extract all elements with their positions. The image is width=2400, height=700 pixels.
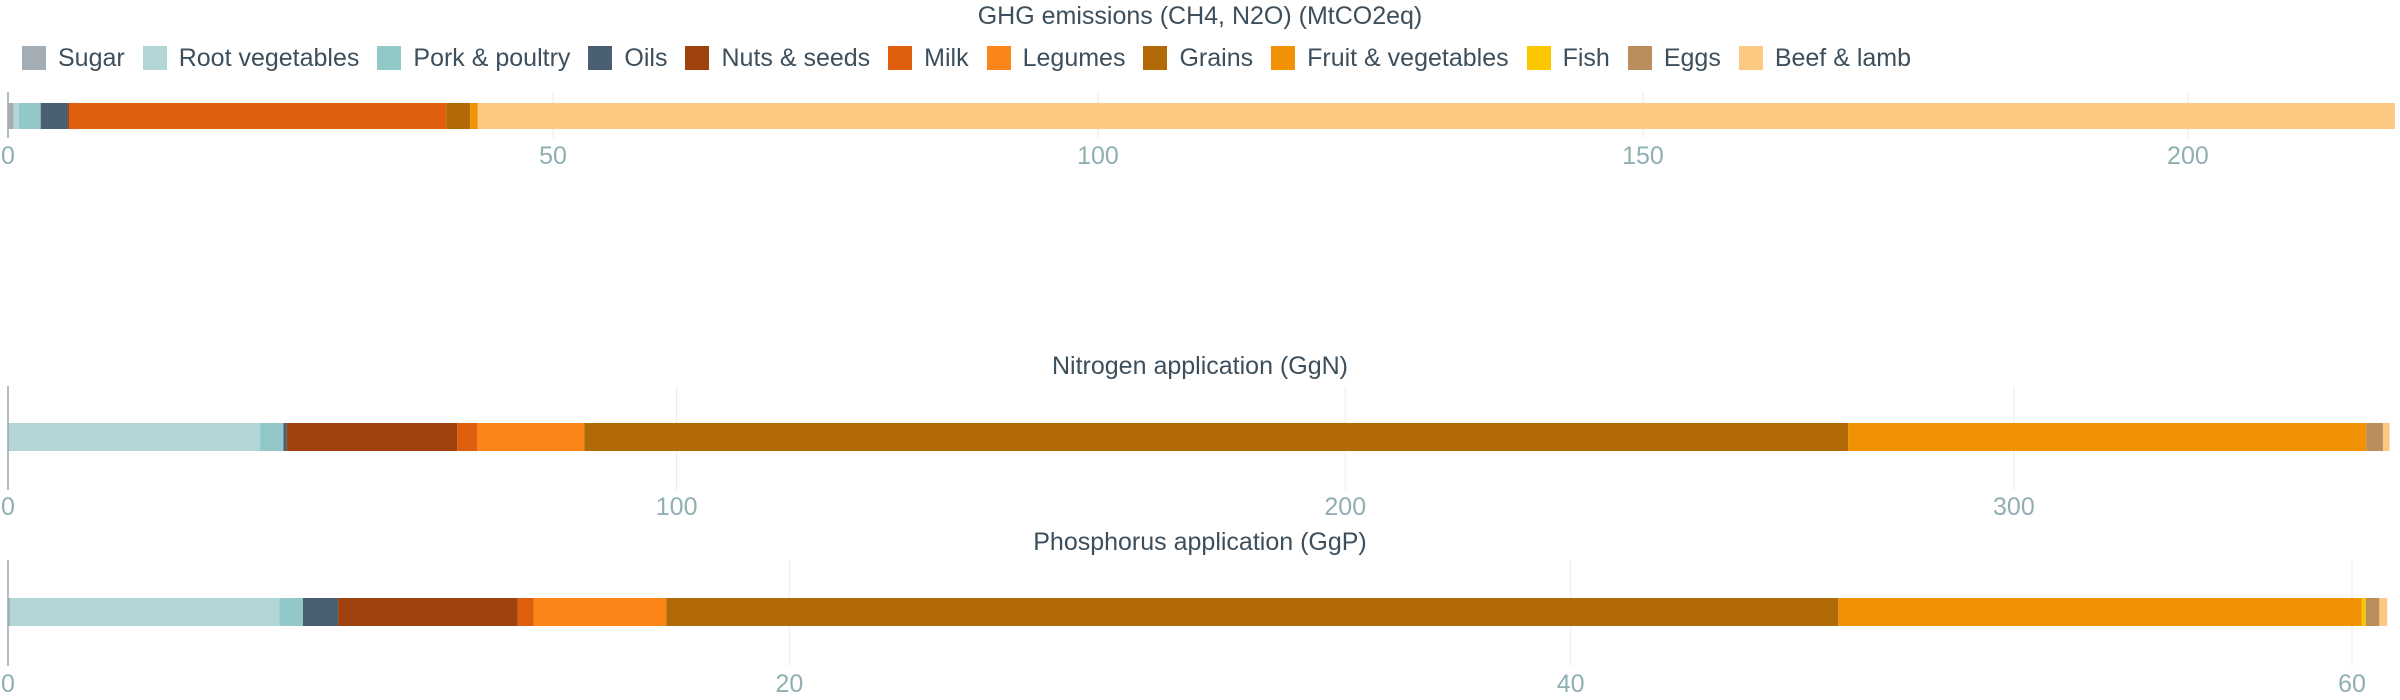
bar-segment xyxy=(666,598,1839,626)
chart-panel: Phosphorus application (GgP) 0 20 40 60 xyxy=(1,528,2388,698)
legend-item[interactable]: Legumes xyxy=(986,43,1126,73)
bar-segment xyxy=(283,423,287,451)
legend-label: Legumes xyxy=(1022,43,1126,72)
bar-segment xyxy=(8,423,10,451)
tick-label: 0 xyxy=(1,670,15,698)
bar-segment xyxy=(338,598,518,626)
legend-label: Grains xyxy=(1179,43,1254,72)
tick-label: 100 xyxy=(656,493,698,521)
chart-legend: Sugar Root vegetables Pork & poultry Oils Nu… xyxy=(22,40,1929,76)
legend-item[interactable]: Root vegetables xyxy=(142,43,360,73)
bar-segment xyxy=(9,423,261,451)
tick-label: 200 xyxy=(1324,493,1366,521)
legend-item[interactable]: Sugar xyxy=(22,44,125,73)
tick-label: 60 xyxy=(2338,670,2366,698)
tick-label: 300 xyxy=(1993,493,2035,521)
legend-item[interactable]: Fish xyxy=(1526,43,1610,73)
legend-item[interactable]: Eggs xyxy=(1627,43,1721,73)
chart-panel: GHG emissions (CH4, N2O) (MtCO2eq) 0 50 100… xyxy=(1,2,2396,170)
chart-title: Phosphorus application (GgP) xyxy=(1033,528,1367,556)
legend-swatch xyxy=(986,46,1011,70)
chart-title: GHG emissions (CH4, N2O) (MtCO2eq) xyxy=(978,2,1423,30)
legend-label: Fish xyxy=(1562,43,1610,72)
bar-segment xyxy=(2366,423,2383,451)
bar-segment xyxy=(286,423,458,451)
tick-label: 100 xyxy=(1077,142,1119,170)
legend-swatch xyxy=(1738,46,1763,70)
legend-item[interactable]: Fruit & vegetables xyxy=(1271,44,1509,73)
bar-segment xyxy=(477,103,2396,129)
chart-title: Nitrogen application (GgN) xyxy=(1052,352,1348,380)
legend-label: Eggs xyxy=(1663,43,1721,72)
bar-segment xyxy=(533,598,667,626)
bar-segment xyxy=(2361,598,2366,626)
tick-label: 0 xyxy=(1,493,15,521)
bar-segment xyxy=(457,423,478,451)
legend-item[interactable]: Oils xyxy=(588,44,667,73)
legend-swatch xyxy=(1627,46,1652,70)
bar-segment xyxy=(2365,598,2380,626)
tick-label: 20 xyxy=(775,670,803,698)
tick-label: 0 xyxy=(1,142,15,170)
bar-segment xyxy=(584,423,1849,451)
bar-segment xyxy=(1848,423,2367,451)
legend-item[interactable]: Beef & lamb xyxy=(1738,43,1912,73)
bar-segment xyxy=(1838,598,2362,626)
chart-panel: Nitrogen application (GgN) 0 100 200 300 xyxy=(1,352,2390,521)
legend-label: Milk xyxy=(924,43,969,72)
bar-segment xyxy=(470,103,478,129)
legend-swatch xyxy=(1271,46,1296,70)
bar-segment xyxy=(279,598,303,626)
legend-swatch xyxy=(142,46,167,70)
legend-label: Root vegetables xyxy=(178,43,360,72)
bar-segment xyxy=(302,598,339,626)
tick-label: 200 xyxy=(2167,142,2209,170)
legend-label: Sugar xyxy=(58,43,125,72)
bar-segment xyxy=(40,103,68,129)
bar-segment xyxy=(2382,423,2390,451)
legend-label: Pork & poultry xyxy=(413,43,571,72)
legend-label: Fruit & vegetables xyxy=(1307,43,1509,72)
tick-label: 50 xyxy=(539,142,567,170)
legend-swatch xyxy=(1143,46,1168,70)
legend-label: Beef & lamb xyxy=(1774,43,1912,72)
legend-item[interactable]: Pork & poultry xyxy=(377,44,570,73)
legend-swatch xyxy=(588,46,613,70)
legend-swatch xyxy=(22,46,46,70)
bar-segment xyxy=(8,103,14,129)
bar-segment xyxy=(67,103,70,129)
legend-item[interactable]: Grains xyxy=(1143,44,1253,73)
legend-label: Oils xyxy=(624,43,668,72)
bar-segment xyxy=(8,598,10,626)
bar-segment xyxy=(13,103,19,129)
legend-swatch xyxy=(377,46,402,70)
bar-segment xyxy=(477,423,585,451)
legend-swatch xyxy=(1526,46,1551,70)
bar-segment xyxy=(69,103,447,129)
legend-label: Nuts & seeds xyxy=(721,43,871,72)
bar-segment xyxy=(2379,598,2388,626)
legend-item[interactable]: Milk xyxy=(888,43,969,73)
tick-label: 40 xyxy=(1557,670,1585,698)
bar-segment xyxy=(18,103,41,129)
bar-segment xyxy=(260,423,284,451)
bar-segment xyxy=(446,103,471,129)
legend-swatch xyxy=(685,46,710,70)
bar-segment xyxy=(9,598,280,626)
legend-swatch xyxy=(888,46,913,70)
bar-segment xyxy=(517,598,534,626)
tick-label: 150 xyxy=(1622,142,1664,170)
legend-item[interactable]: Nuts & seeds xyxy=(685,44,870,73)
